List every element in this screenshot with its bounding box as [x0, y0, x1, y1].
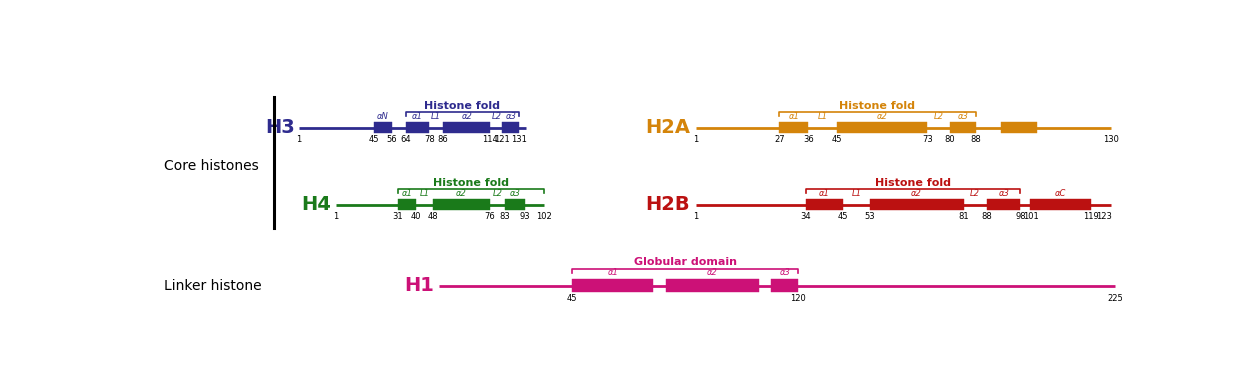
- Text: L1: L1: [818, 112, 828, 121]
- Bar: [665, 279, 759, 292]
- Text: H1: H1: [404, 276, 434, 295]
- Text: 45: 45: [566, 294, 577, 303]
- Bar: [950, 122, 975, 133]
- Text: 225: 225: [1107, 294, 1123, 303]
- Text: 123: 123: [1096, 212, 1112, 222]
- Text: 119: 119: [1083, 212, 1098, 222]
- Bar: [398, 199, 416, 210]
- Text: L1: L1: [431, 112, 442, 121]
- Text: 27: 27: [774, 135, 785, 144]
- Text: αC: αC: [1055, 189, 1067, 198]
- Text: H2A: H2A: [645, 118, 691, 137]
- Text: 45: 45: [369, 135, 379, 144]
- Text: α3: α3: [506, 112, 516, 121]
- Text: H3: H3: [265, 118, 296, 137]
- Text: 34: 34: [801, 212, 811, 222]
- Bar: [374, 122, 392, 133]
- Bar: [406, 122, 429, 133]
- Text: H4: H4: [302, 195, 331, 214]
- Text: 80: 80: [945, 135, 955, 144]
- Text: L2: L2: [492, 189, 502, 198]
- Bar: [572, 279, 653, 292]
- Bar: [504, 199, 525, 210]
- Bar: [433, 199, 491, 210]
- Text: 83: 83: [499, 212, 509, 222]
- Text: L2: L2: [970, 189, 980, 198]
- Text: Globular domain: Globular domain: [634, 257, 737, 268]
- Bar: [988, 199, 1020, 210]
- Text: 45: 45: [838, 212, 848, 222]
- Text: 73: 73: [922, 135, 932, 144]
- Text: 64: 64: [400, 135, 411, 144]
- Text: 1: 1: [297, 135, 302, 144]
- Text: α3: α3: [999, 189, 1009, 198]
- Bar: [806, 199, 843, 210]
- Bar: [869, 199, 964, 210]
- Text: α3: α3: [957, 112, 969, 121]
- Text: 130: 130: [1103, 135, 1118, 144]
- Text: Histone fold: Histone fold: [839, 101, 916, 111]
- Text: α2: α2: [877, 112, 888, 121]
- Text: αN: αN: [377, 112, 389, 121]
- Text: 93: 93: [520, 212, 531, 222]
- Text: Histone fold: Histone fold: [876, 178, 951, 188]
- Bar: [1001, 122, 1037, 133]
- Text: α2: α2: [462, 112, 472, 121]
- Text: 114: 114: [483, 135, 498, 144]
- Text: 78: 78: [424, 135, 435, 144]
- Text: L1: L1: [852, 189, 862, 198]
- Text: α1: α1: [608, 268, 618, 277]
- Bar: [771, 279, 799, 292]
- Text: 56: 56: [387, 135, 398, 144]
- Text: 53: 53: [864, 212, 876, 222]
- Text: L1: L1: [419, 189, 429, 198]
- Text: 48: 48: [428, 212, 438, 222]
- Text: Histone fold: Histone fold: [424, 101, 501, 111]
- Text: 81: 81: [959, 212, 969, 222]
- Text: 102: 102: [536, 212, 551, 222]
- Text: α2: α2: [455, 189, 467, 198]
- Text: 86: 86: [438, 135, 448, 144]
- Text: 1: 1: [693, 212, 698, 222]
- Text: 121: 121: [494, 135, 511, 144]
- Text: L2: L2: [492, 112, 502, 121]
- Text: 88: 88: [970, 135, 981, 144]
- Bar: [779, 122, 808, 133]
- Text: 31: 31: [392, 212, 403, 222]
- Text: Linker histone: Linker histone: [165, 278, 262, 292]
- Text: α2: α2: [707, 268, 718, 277]
- Text: 45: 45: [832, 135, 843, 144]
- Text: 131: 131: [511, 135, 527, 144]
- Text: Core histones: Core histones: [165, 159, 259, 173]
- Text: 76: 76: [484, 212, 496, 222]
- Text: α1: α1: [401, 189, 413, 198]
- Text: 101: 101: [1023, 212, 1038, 222]
- Text: 1: 1: [333, 212, 338, 222]
- Bar: [502, 122, 520, 133]
- Text: H2B: H2B: [645, 195, 691, 214]
- Text: 36: 36: [803, 135, 814, 144]
- Text: α1: α1: [819, 189, 830, 198]
- Bar: [837, 122, 927, 133]
- Text: α1: α1: [413, 112, 423, 121]
- Bar: [1030, 199, 1091, 210]
- Text: 1: 1: [693, 135, 698, 144]
- Text: α3: α3: [509, 189, 521, 198]
- Text: 98: 98: [1015, 212, 1025, 222]
- Bar: [443, 122, 491, 133]
- Text: 40: 40: [411, 212, 421, 222]
- Text: L2: L2: [933, 112, 944, 121]
- Text: α1: α1: [789, 112, 799, 121]
- Text: 88: 88: [981, 212, 993, 222]
- Text: α2: α2: [911, 189, 922, 198]
- Text: Histone fold: Histone fold: [433, 178, 508, 188]
- Text: 120: 120: [790, 294, 806, 303]
- Text: α3: α3: [779, 268, 790, 277]
